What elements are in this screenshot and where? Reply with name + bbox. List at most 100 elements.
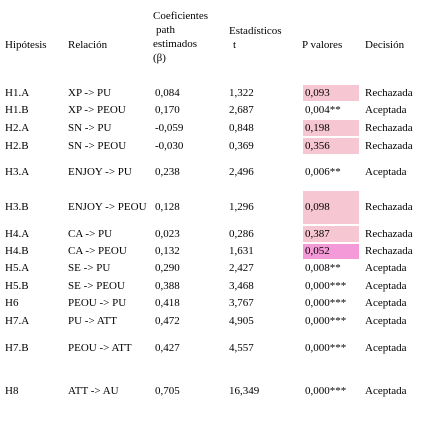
cell-p-valor: 0,004**: [305, 104, 341, 116]
table-row: H3.B ENJOY -> PEOU 0,128 1,296 0,098 Rechazad…: [0, 190, 434, 225]
cell-hipotesis: H7.A: [5, 314, 30, 327]
cell-hipotesis: H5.A: [5, 262, 30, 274]
cell-p-valor: 0,093: [303, 85, 359, 101]
cell-decision: Aceptada: [365, 166, 407, 178]
cell-estadistico: 3,468: [229, 279, 254, 292]
cell-estadistico: 3,767: [229, 297, 254, 309]
cell-estadistico: 4,905: [229, 314, 254, 327]
cell-relacion: ENJOY -> PU: [68, 166, 132, 178]
cell-decision: Aceptada: [365, 104, 407, 116]
cell-estadistico: 0,286: [229, 227, 254, 240]
table-row: H4.B CA -> PEOU 0,132 1,631 0,052 Rechazada: [0, 243, 434, 260]
table-row: H1.A XP -> PU 0,084 1,322 0,093 Rechazada: [0, 84, 434, 102]
hypotheses-table: Hipótesis Relación Coeficientes path est…: [0, 0, 434, 397]
cell-coeficiente: 0,128: [155, 201, 180, 213]
cell-p-valor: 0,006**: [305, 166, 341, 178]
cell-hipotesis: H6: [5, 297, 19, 309]
cell-coeficiente: 0,705: [155, 384, 180, 397]
header-est-line1: Estadísticos: [229, 25, 282, 37]
cell-coeficiente: 0,238: [155, 166, 180, 178]
cell-hipotesis: H4.A: [5, 227, 30, 240]
cell-estadistico: 1,296: [229, 201, 254, 213]
cell-estadistico: 1,631: [229, 245, 254, 257]
cell-p-valor: 0,387: [303, 226, 359, 242]
cell-coeficiente: 0,132: [155, 245, 180, 257]
table-row: H5.B SE -> PEOU 0,388 3,468 0,000*** Aceptada: [0, 277, 434, 295]
cell-hipotesis: H8: [5, 384, 19, 397]
cell-decision: Rechazada: [365, 245, 413, 257]
table-row: H5.A SE -> PU 0,290 2,427 0,008** Aceptada: [0, 260, 434, 277]
cell-relacion: SN -> PEOU: [68, 139, 127, 152]
table-row: H7.A PU -> ATT 0,472 4,905 0,000*** Aceptada: [0, 312, 434, 330]
cell-relacion: ATT -> AU: [68, 384, 119, 397]
cell-p-valor: 0,356: [303, 138, 359, 154]
cell-relacion: CA -> PEOU: [68, 245, 127, 257]
cell-hipotesis: H3.A: [5, 166, 30, 178]
table-row: H4.A CA -> PU 0,023 0,286 0,387 Rechazada: [0, 225, 434, 243]
cell-decision: Aceptada: [365, 279, 407, 292]
cell-p-valor: 0,000***: [305, 314, 347, 327]
header-decision: Decisión: [365, 39, 405, 51]
cell-estadistico: 2,427: [229, 262, 254, 274]
header-coef-line3: estimados: [153, 38, 197, 50]
header-relacion: Relación: [68, 39, 108, 51]
cell-decision: Rechazada: [365, 86, 413, 99]
cell-coeficiente: -0,030: [155, 139, 184, 152]
cell-decision: Rechazada: [365, 121, 413, 134]
cell-coeficiente: -0,059: [155, 121, 184, 134]
cell-estadistico: 0,369: [229, 139, 254, 152]
cell-relacion: XP -> PEOU: [68, 104, 126, 116]
table-row: H7.B PEOU -> ATT 0,427 4,557 0,000*** Aceptad…: [0, 330, 434, 366]
cell-p-valor: 0,000***: [305, 279, 347, 292]
cell-decision: Rechazada: [365, 201, 413, 213]
header-coef-line4: (β): [153, 52, 166, 64]
cell-p-valor: 0,000***: [305, 384, 347, 397]
cell-estadistico: 1,322: [229, 86, 254, 99]
cell-p-valor: 0,000***: [305, 341, 347, 354]
cell-decision: Aceptada: [365, 384, 407, 397]
header-p-valores: P valores: [302, 39, 343, 51]
table-row: H8 ATT -> AU 0,705 16,349 0,000*** Aceptada: [0, 366, 434, 416]
cell-decision: Rechazada: [365, 227, 413, 240]
cell-hipotesis: H5.B: [5, 279, 29, 292]
table-row: H6 PEOU -> PU 0,418 3,767 0,000*** Aceptada: [0, 295, 434, 312]
cell-coeficiente: 0,427: [155, 341, 180, 354]
cell-p-valor: 0,098: [303, 191, 359, 224]
header-coeficientes: Coeficientes path estimados (β): [153, 9, 228, 65]
cell-hipotesis: H2.A: [5, 121, 30, 134]
table-row: H1.B XP -> PEOU 0,170 2,687 0,004** Aceptada: [0, 102, 434, 119]
cell-hipotesis: H4.B: [5, 245, 29, 257]
cell-relacion: PEOU -> ATT: [68, 341, 132, 354]
table-row: H2.B SN -> PEOU -0,030 0,369 0,356 Rechazada: [0, 137, 434, 155]
header-estadisticos: Estadísticos t: [229, 24, 301, 52]
cell-decision: Aceptada: [365, 262, 407, 274]
cell-coeficiente: 0,418: [155, 297, 180, 309]
cell-hipotesis: H3.B: [5, 201, 29, 213]
cell-decision: Aceptada: [365, 314, 407, 327]
cell-estadistico: 0,848: [229, 121, 254, 134]
header-coef-line2: path: [156, 24, 175, 36]
cell-relacion: ENJOY -> PEOU: [68, 201, 147, 213]
cell-hipotesis: H7.B: [5, 341, 29, 354]
cell-coeficiente: 0,290: [155, 262, 180, 274]
cell-p-valor: 0,198: [303, 120, 359, 136]
cell-estadistico: 2,687: [229, 104, 254, 116]
cell-estadistico: 4,557: [229, 341, 254, 354]
header-coef-line1: Coeficientes: [153, 10, 208, 22]
cell-decision: Rechazada: [365, 139, 413, 152]
cell-relacion: SE -> PU: [68, 262, 111, 274]
cell-p-valor: 0,052: [303, 244, 359, 259]
cell-estadistico: 2,496: [229, 166, 254, 178]
cell-relacion: PEOU -> PU: [68, 297, 127, 309]
header-est-line2: t: [233, 39, 237, 51]
cell-hipotesis: H1.B: [5, 104, 29, 116]
cell-coeficiente: 0,388: [155, 279, 180, 292]
table-row: H2.A SN -> PU -0,059 0,848 0,198 Rechazada: [0, 119, 434, 137]
cell-coeficiente: 0,170: [155, 104, 180, 116]
cell-coeficiente: 0,472: [155, 314, 180, 327]
cell-relacion: CA -> PU: [68, 227, 113, 240]
cell-relacion: SE -> PEOU: [68, 279, 125, 292]
cell-p-valor: 0,008**: [305, 262, 341, 274]
table-row: H3.A ENJOY -> PU 0,238 2,496 0,006** Aceptada: [0, 155, 434, 190]
table-header: Hipótesis Relación Coeficientes path est…: [0, 0, 434, 80]
